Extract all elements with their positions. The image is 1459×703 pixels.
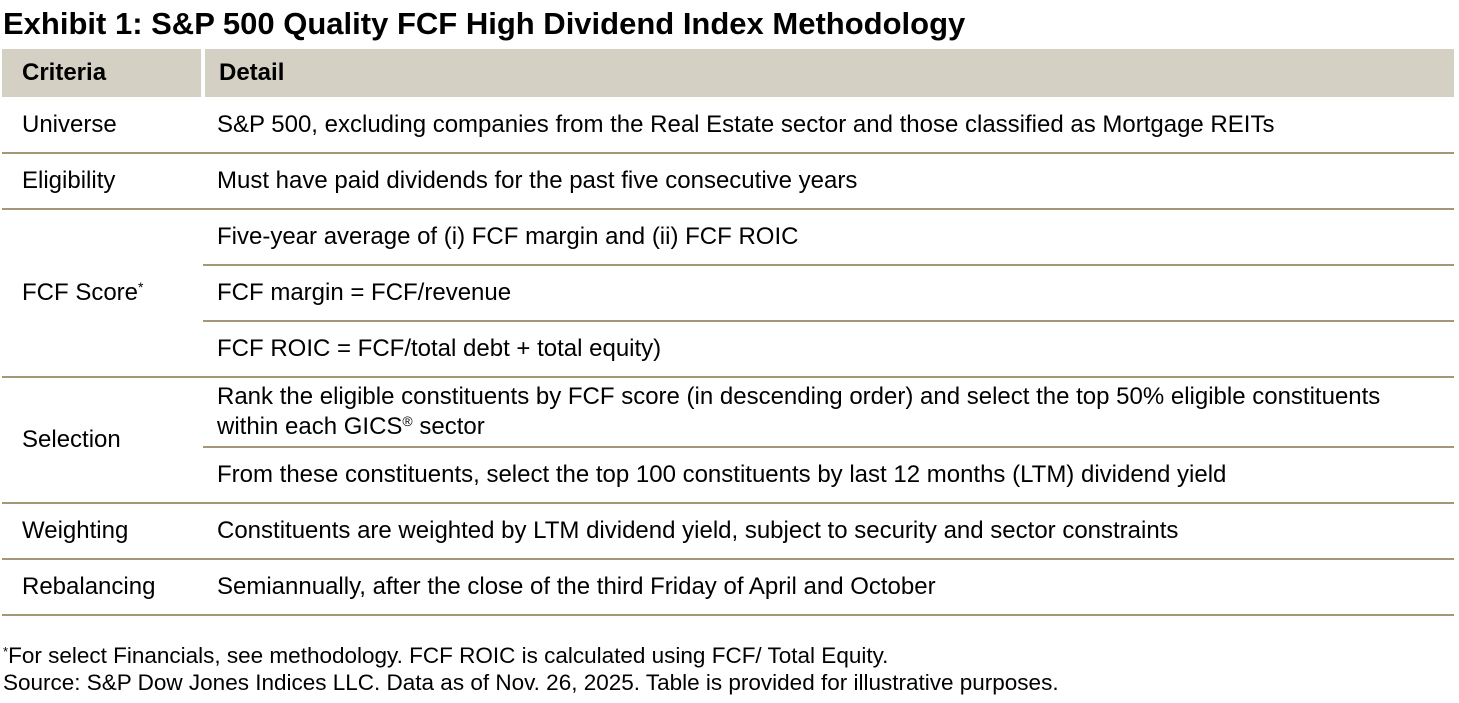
criteria-cell-rebalancing: Rebalancing	[2, 558, 203, 616]
detail-text: Rank the eligible constituents by FCF sc…	[217, 383, 1381, 440]
table-subrow-selection-top100: From these constituents, select the top …	[2, 446, 1454, 503]
criteria-cell-selection: Selection	[2, 376, 203, 503]
column-header-detail: Detail	[203, 49, 1454, 97]
detail-cell-fcf-average: Five-year average of (i) FCF margin and …	[203, 208, 1454, 265]
table-row-rebalancing: Rebalancing Semiannually, after the clos…	[2, 558, 1454, 616]
detail-cell-fcf-roic: FCF ROIC = FCF/total debt + total equity…	[203, 320, 1454, 377]
table-row-fcf-score: FCF Score* Five-year average of (i) FCF …	[2, 208, 1454, 377]
detail-cell-selection-top100: From these constituents, select the top …	[203, 446, 1454, 503]
criteria-cell-universe: Universe	[22, 110, 117, 138]
page-title: Exhibit 1: S&P 500 Quality FCF High Divi…	[3, 6, 966, 41]
table-row-selection: Selection Rank the eligible constituents…	[2, 376, 1454, 503]
footnotes: *For select Financials, see methodology.…	[3, 642, 1459, 696]
table-subrow-fcf-margin: FCF margin = FCF/revenue	[2, 264, 1454, 321]
detail-cell-selection-rank: Rank the eligible constituents by FCF sc…	[203, 376, 1454, 447]
detail-cell-universe: S&P 500, excluding companies from the Re…	[217, 110, 1275, 138]
table-subrow-fcf-roic: FCF ROIC = FCF/total debt + total equity…	[2, 320, 1454, 377]
footnote-marker-asterisk: *	[3, 643, 9, 659]
footnote-line-1: *For select Financials, see methodology.…	[3, 642, 1459, 669]
detail-cell-eligibility: Must have paid dividends for the past fi…	[203, 152, 1454, 209]
criteria-cell-eligibility: Eligibility	[2, 152, 203, 209]
table-row-universe: Universe S&P 500, excluding companies fr…	[2, 97, 1454, 153]
footnote-text: For select Financials, see methodology. …	[8, 643, 889, 668]
registered-trademark-symbol: ®	[402, 413, 413, 430]
detail-cell-weighting: Constituents are weighted by LTM dividen…	[203, 502, 1454, 559]
table-row-weighting: Weighting Constituents are weighted by L…	[2, 502, 1454, 559]
header-row: Criteria Detail	[2, 49, 1454, 97]
table-row-eligibility: Eligibility Must have paid dividends for…	[2, 152, 1454, 209]
criteria-cell-fcf-score: FCF Score*	[2, 208, 203, 377]
footnote-line-2-source: Source: S&P Dow Jones Indices LLC. Data …	[3, 670, 1059, 695]
column-header-criteria: Criteria	[2, 49, 205, 97]
document-page: Exhibit 1: S&P 500 Quality FCF High Divi…	[0, 5, 1459, 703]
footnote-marker-asterisk: *	[138, 279, 144, 296]
detail-cell-rebalancing: Semiannually, after the close of the thi…	[203, 558, 1454, 616]
detail-cell-fcf-margin: FCF margin = FCF/revenue	[203, 264, 1454, 321]
criteria-cell-weighting: Weighting	[2, 502, 203, 559]
methodology-table: Criteria Detail Universe S&P 500, exclud…	[2, 49, 1454, 616]
detail-text: sector	[412, 413, 485, 440]
criteria-label: FCF Score	[22, 279, 139, 306]
